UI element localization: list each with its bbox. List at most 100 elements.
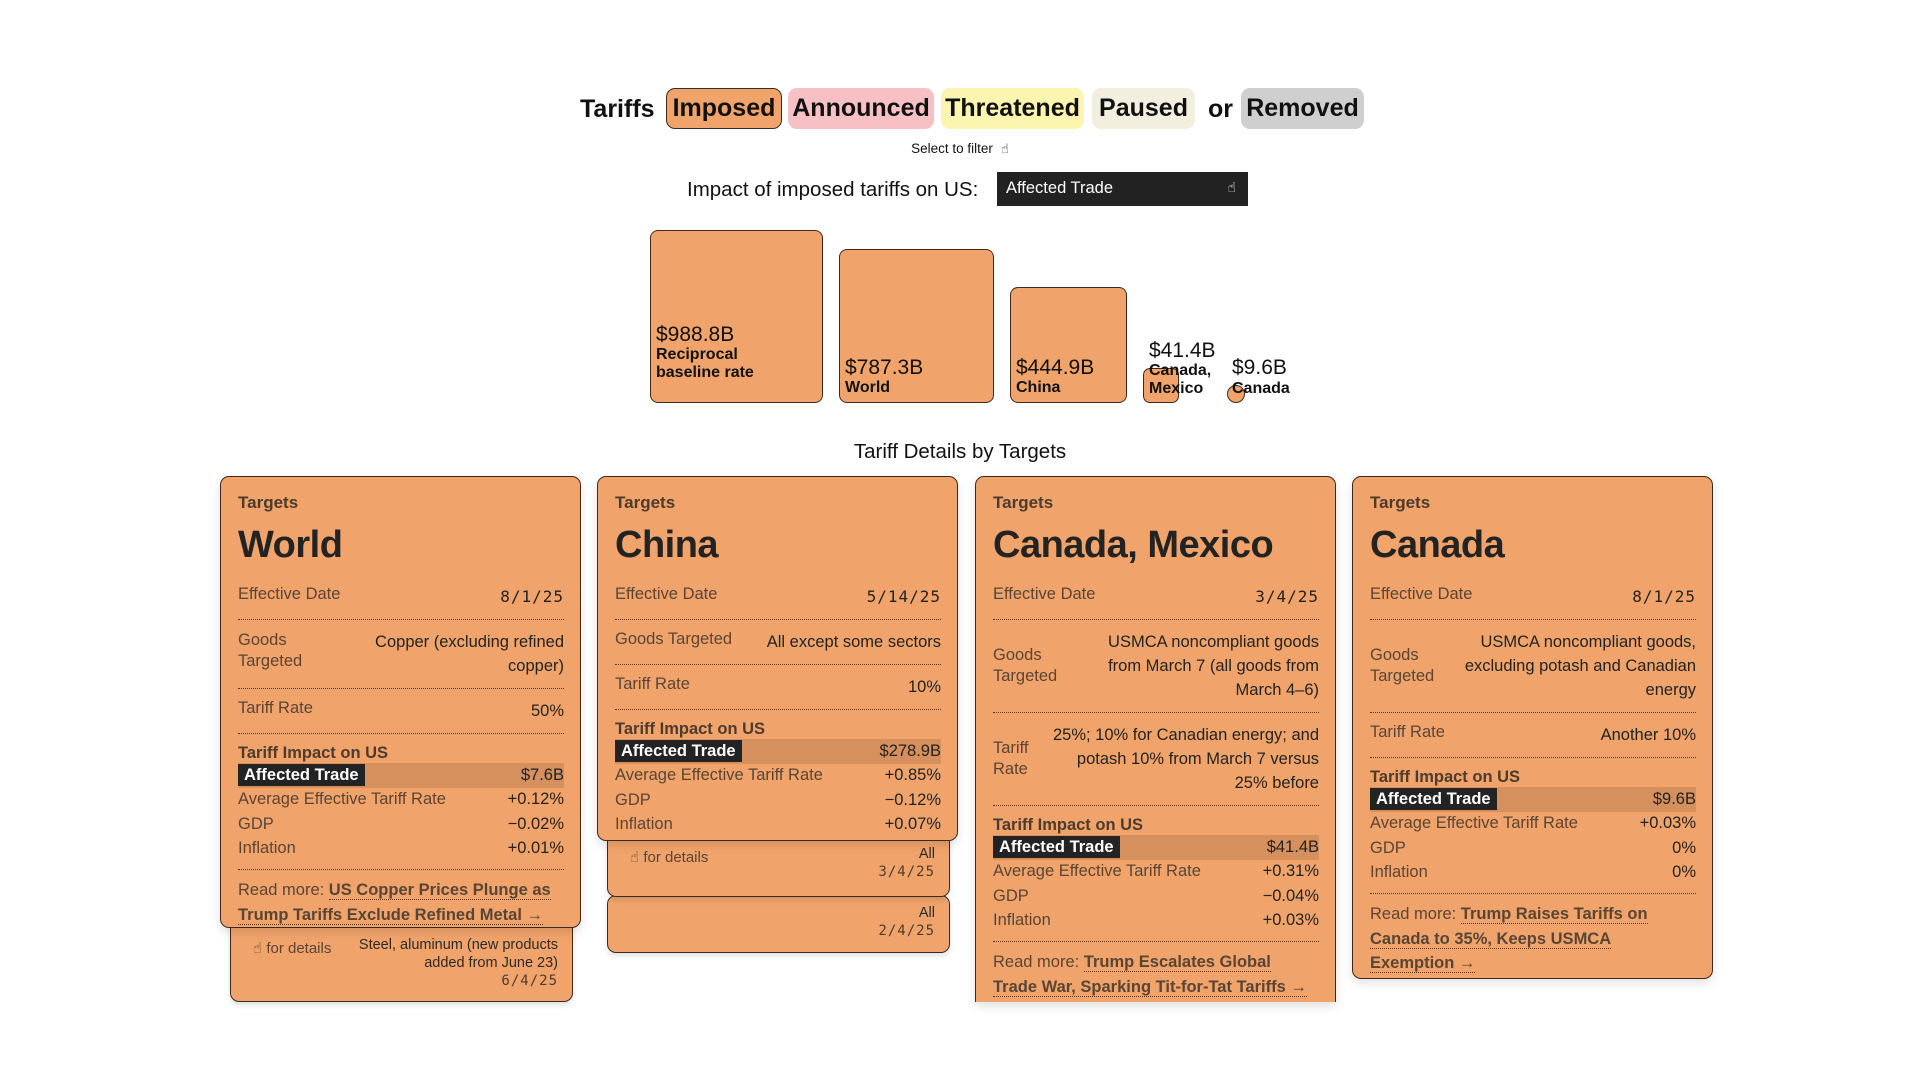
read-more: Read more: US Copper Prices Plunge as Tr… [238, 870, 564, 927]
metric-label: Inflation [1370, 863, 1428, 882]
gdp-row: GDP −0.02% [238, 812, 564, 837]
field-label: Effective Date [1370, 585, 1473, 603]
impact-label: Impact of imposed tariffs on US: [687, 178, 979, 201]
chip-label: Paused [1099, 94, 1188, 122]
filter-chip-imposed[interactable]: Imposed [666, 88, 782, 129]
avg-rate-row: Average Effective Tariff Rate +0.12% [238, 788, 564, 813]
filter-chip-removed[interactable]: Removed [1241, 88, 1364, 129]
target-card-china[interactable]: Targets China Effective Date 5/14/25 Good… [597, 476, 958, 841]
bubble-value: $41.4B [1149, 339, 1216, 362]
inflation-row: Inflation +0.07% [615, 813, 941, 838]
stacked-info: All 2/4/25 [878, 904, 935, 940]
field-label: Goods Targeted [238, 631, 303, 670]
metric-value: −0.04% [1262, 886, 1319, 905]
field-value: Another 10% [1600, 726, 1696, 744]
bubble-value: $988.8B [656, 323, 735, 346]
metric-value: +0.85% [884, 766, 941, 785]
metric-label: Average Effective Tariff Rate [993, 862, 1201, 881]
bubble-value: $787.3B [845, 356, 924, 379]
bubble-china[interactable]: $444.9B China [1010, 287, 1127, 403]
tariff-rate-row: Tariff Rate Another 10% [1370, 713, 1696, 758]
read-more-label: Read more: [1370, 905, 1461, 923]
metric-value: $41.4B [1266, 837, 1319, 856]
field-label: Tariff Rate [993, 739, 1029, 778]
metric-label: Inflation [615, 815, 673, 834]
metric-label: Affected Trade [615, 740, 742, 763]
field-label: Tariff Rate [238, 699, 313, 717]
target-card-canada-mexico[interactable]: Targets Canada, Mexico Effective Date 3/4… [975, 476, 1336, 1002]
avg-rate-row: Average Effective Tariff Rate +0.85% [615, 764, 941, 789]
target-card-world[interactable]: Targets World Effective Date 8/1/25 Goods… [220, 476, 581, 928]
metric-label: GDP [238, 814, 274, 833]
goods-row: Goods Targeted USMCA noncompliant goods, … [1370, 620, 1696, 713]
bubble-canada-mexico[interactable] [1143, 368, 1179, 403]
stacked-card-china-2[interactable]: All 2/4/25 [607, 895, 950, 953]
article-link[interactable]: US Copper Prices Plunge as Trump Tariffs… [238, 881, 551, 925]
affected-trade-row: Affected Trade $7.6B [238, 763, 564, 788]
inflation-row: Inflation +0.03% [993, 909, 1319, 934]
field-value: 8/1/25 [500, 587, 564, 606]
pointer-hand-icon: ☝ [630, 849, 640, 866]
read-more-label: Read more: [993, 953, 1084, 971]
stacked-info: All 3/4/25 [878, 845, 935, 881]
metric-value: −0.02% [507, 814, 564, 833]
impact-heading: Tariff Impact on US [1370, 768, 1521, 786]
effective-date-row: Effective Date 8/1/25 [238, 575, 564, 620]
field-label: Goods Targeted [1370, 646, 1435, 685]
bubble-reciprocal-baseline[interactable]: $988.8B Reciprocal baseline rate [650, 230, 823, 403]
impact-metric-dropdown[interactable]: Affected Trade ☝ [997, 172, 1248, 206]
field-label: Effective Date [993, 585, 1096, 603]
targets-label: Targets [993, 493, 1054, 512]
target-card-canada[interactable]: Targets Canada Effective Date 8/1/25 Good… [1352, 476, 1713, 979]
stacked-date: 3/4/25 [878, 864, 935, 880]
bubble-world[interactable]: $787.3B World [839, 249, 994, 403]
filter-prefix: Tariffs [580, 95, 655, 123]
avg-rate-row: Average Effective Tariff Rate +0.31% [993, 860, 1319, 885]
filter-chip-paused[interactable]: Paused [1092, 88, 1195, 129]
stacked-card-china-1[interactable]: ☝ for details All 3/4/25 [607, 830, 950, 897]
article-link[interactable]: Trump Raises Tariffs on Canada to 35%, K… [1370, 905, 1648, 973]
field-label: Goods Targeted [993, 646, 1058, 685]
article-link[interactable]: Trump Escalates Global Trade War, Sparki… [993, 953, 1307, 997]
metric-value: +0.01% [507, 839, 564, 858]
field-value: 3/4/25 [1255, 587, 1319, 606]
filter-chip-threatened[interactable]: Threatened [941, 88, 1084, 129]
metric-label: Average Effective Tariff Rate [238, 790, 446, 809]
stacked-goods: All [918, 846, 935, 862]
metric-label: Inflation [238, 839, 296, 858]
bubble-value: $444.9B [1016, 356, 1095, 379]
targets-label: Targets [238, 493, 299, 512]
effective-date-row: Effective Date 3/4/25 [993, 575, 1319, 620]
chip-label: Announced [792, 94, 930, 122]
target-name: China [615, 524, 719, 566]
or-label: or [1208, 95, 1233, 123]
tariff-rate-row: Tariff Rate 50% [238, 689, 564, 734]
field-label: Effective Date [238, 585, 341, 603]
metric-value: +0.31% [1262, 862, 1319, 881]
field-value: 50% [530, 702, 564, 720]
metric-value: $9.6B [1652, 789, 1696, 808]
metric-value: +0.03% [1639, 814, 1696, 833]
bubble-canada[interactable] [1227, 385, 1245, 403]
bubble-name: Reciprocal baseline rate [656, 346, 754, 381]
goods-row: Goods Targeted USMCA noncompliant goods f… [993, 620, 1319, 713]
for-details-text: for details [266, 940, 332, 957]
bubble-name: Canada [1232, 380, 1290, 397]
chip-label: Threatened [945, 94, 1080, 122]
impact-heading: Tariff Impact on US [615, 720, 766, 738]
metric-label: Affected Trade [1370, 788, 1497, 811]
targets-label: Targets [615, 493, 676, 512]
metric-label: Average Effective Tariff Rate [1370, 814, 1578, 833]
dropdown-value: Affected Trade [1006, 179, 1114, 197]
field-label: Tariff Rate [615, 675, 690, 693]
bubble-name: China [1016, 379, 1061, 396]
filter-chip-announced[interactable]: Announced [788, 88, 934, 129]
metric-value: $7.6B [520, 765, 564, 784]
bubble-value: $9.6B [1232, 356, 1287, 379]
goods-row: Goods Targeted Copper (excluding refined … [238, 620, 564, 689]
stacked-goods: Steel, aluminum (new products added from… [358, 937, 558, 971]
read-more: Read more: Trump Escalates Global Trade … [993, 942, 1319, 999]
field-value: 5/14/25 [866, 587, 941, 606]
metric-label: GDP [993, 886, 1029, 905]
bubble-name: World [845, 379, 891, 396]
